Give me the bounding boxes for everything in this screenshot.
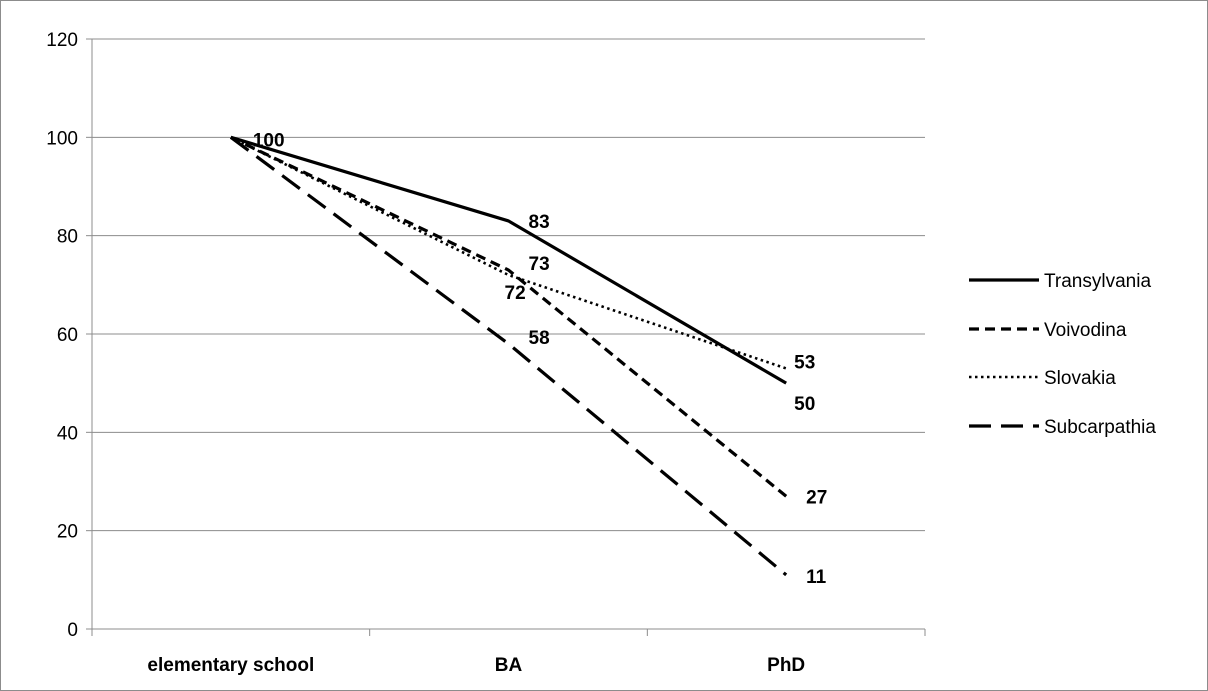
data-label-subcarpathia: 11 — [806, 567, 827, 588]
data-label-voivodina: 73 — [529, 254, 550, 275]
y-tick-label: 20 — [57, 522, 78, 543]
data-label-subcarpathia: 58 — [529, 328, 550, 349]
y-tick-label: 40 — [57, 423, 78, 444]
series-line-transylvania — [230, 135, 787, 385]
y-tick-label: 120 — [46, 30, 78, 51]
x-tick-label: elementary school — [147, 655, 314, 676]
series-line-slovakia — [230, 136, 787, 370]
data-label-layer: 100 83 50 73 27 72 53 58 11 — [253, 130, 827, 588]
axis-layer: 0 20 40 60 80 100 120 elementary school BA PhD — [46, 30, 926, 676]
x-tick-label: PhD — [767, 655, 805, 676]
data-label-transylvania: 100 — [253, 130, 285, 151]
legend-item-transylvania: Transylvania — [969, 271, 1151, 292]
data-label-slovakia: 53 — [794, 352, 815, 373]
legend-label-slovakia: Slovakia — [1044, 368, 1116, 389]
legend-label-subcarpathia: Subcarpathia — [1044, 417, 1156, 438]
legend-label-transylvania: Transylvania — [1044, 271, 1151, 292]
data-label-slovakia: 72 — [505, 283, 526, 304]
x-tick-label: BA — [495, 655, 523, 676]
legend-item-voivodina: Voivodina — [969, 320, 1127, 341]
series-line-subcarpathia — [229, 136, 788, 577]
series-layer — [229, 135, 788, 577]
legend-label-voivodina: Voivodina — [1044, 320, 1127, 341]
data-label-voivodina: 27 — [806, 487, 827, 508]
data-label-transylvania: 83 — [529, 212, 550, 233]
legend-item-slovakia: Slovakia — [969, 368, 1116, 389]
y-tick-label: 60 — [57, 325, 78, 346]
y-tick-label: 80 — [57, 227, 78, 248]
data-label-transylvania: 50 — [794, 394, 815, 415]
y-tick-label: 0 — [67, 620, 78, 641]
legend-item-subcarpathia: Subcarpathia — [969, 417, 1156, 438]
y-tick-label: 100 — [46, 128, 78, 149]
legend: Transylvania Voivodina Slovakia Subcarpathi… — [969, 271, 1156, 438]
series-line-voivodina — [230, 135, 788, 498]
